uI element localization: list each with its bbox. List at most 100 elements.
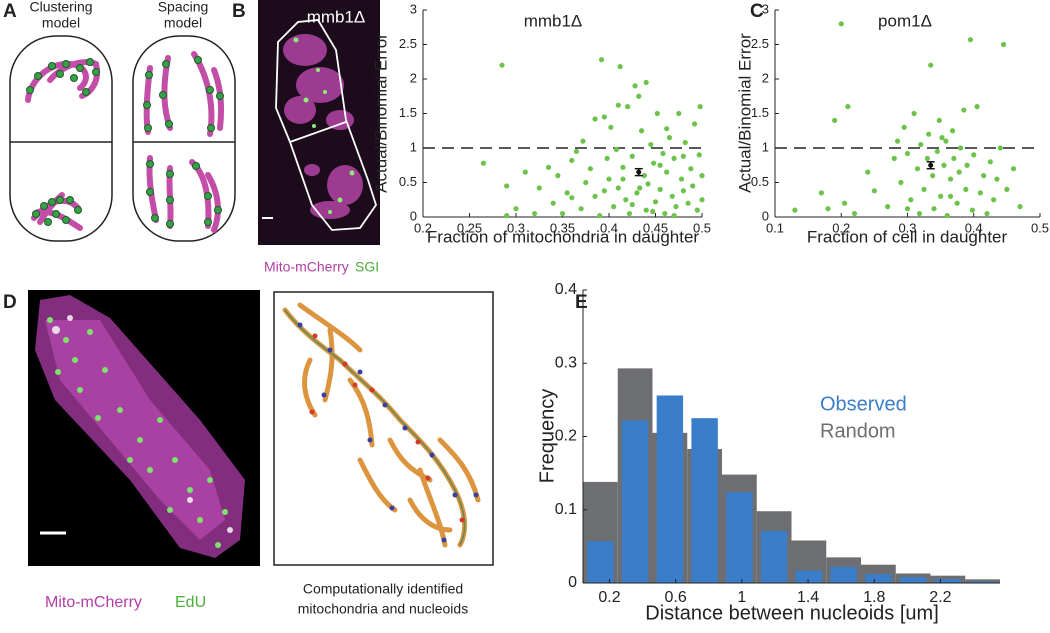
bar <box>969 581 996 583</box>
point <box>977 190 983 196</box>
y-tick-label: 2.5 <box>751 36 769 51</box>
point <box>957 145 964 151</box>
x-tick-label: 0.2 <box>832 220 850 235</box>
point <box>573 148 580 155</box>
legend-entry: Random <box>820 420 896 442</box>
point <box>904 150 911 157</box>
point <box>480 160 487 166</box>
point <box>838 21 844 27</box>
point <box>569 157 575 164</box>
y-axis-label: Frequency <box>536 389 558 484</box>
micrograph: mmb1Δ Mito-mCherry SGI <box>258 0 380 275</box>
point <box>997 145 1003 151</box>
x-axis-label: Distance between nucleoids [um] <box>645 602 939 624</box>
point <box>1017 204 1023 210</box>
point <box>1000 41 1007 48</box>
point <box>696 152 702 158</box>
point <box>606 176 612 182</box>
point <box>652 199 659 205</box>
y-tick-label: 3 <box>410 1 417 16</box>
bar <box>965 579 1000 583</box>
point <box>928 62 934 68</box>
point <box>637 185 643 191</box>
point <box>615 102 621 108</box>
point <box>601 188 607 194</box>
point <box>676 110 682 117</box>
point <box>657 186 663 192</box>
model-diagram: Clustering model Spacing model <box>9 0 236 242</box>
point <box>671 213 677 219</box>
point <box>682 139 688 146</box>
model-title: Clustering <box>29 0 92 15</box>
y-tick-label: 0 <box>410 208 417 223</box>
point <box>620 176 626 182</box>
point <box>651 160 657 166</box>
point <box>914 166 921 172</box>
panel-label: E <box>575 292 588 313</box>
x-tick-label: 2.2 <box>929 589 951 606</box>
y-axis-label: Actual/Binomial Error <box>735 33 754 193</box>
stain-label: EdU <box>175 594 206 611</box>
y-tick-label: 0 <box>568 574 577 591</box>
point <box>648 141 654 148</box>
point <box>569 195 575 201</box>
point <box>583 179 589 186</box>
point <box>536 185 542 191</box>
reconstruction: Computationally identified mitochondria … <box>273 291 494 617</box>
x-tick-label: 0.25 <box>457 220 482 235</box>
point <box>666 135 673 141</box>
point <box>904 206 911 212</box>
point <box>611 204 617 210</box>
y-tick-label: 0.3 <box>555 354 577 371</box>
y-tick-label: 0.5 <box>751 174 769 189</box>
point <box>688 166 694 172</box>
point <box>930 173 936 179</box>
point <box>580 138 586 144</box>
point <box>504 213 510 219</box>
point <box>967 37 974 43</box>
point <box>643 207 649 213</box>
point <box>613 146 620 152</box>
point <box>885 204 891 210</box>
point <box>638 128 645 134</box>
stain-label: Mito-mCherry <box>264 259 349 275</box>
point <box>592 193 598 199</box>
point <box>657 162 663 168</box>
point <box>587 166 594 172</box>
point <box>662 210 668 217</box>
point <box>947 176 954 182</box>
point <box>597 213 603 219</box>
y-tick-label: 2.5 <box>399 36 417 51</box>
point <box>825 206 831 212</box>
x-tick-label: 0.3 <box>898 220 916 235</box>
caption: Computationally identified <box>303 581 463 597</box>
x-tick-label: 0.35 <box>550 220 575 235</box>
x-tick-label: 0.5 <box>1031 220 1049 235</box>
point <box>669 193 675 199</box>
x-tick-label: 0.4 <box>965 220 983 235</box>
point <box>832 117 838 123</box>
point <box>963 186 969 192</box>
point <box>949 128 956 134</box>
point <box>678 176 685 182</box>
point <box>984 210 990 217</box>
point <box>871 188 877 194</box>
bar <box>587 541 614 583</box>
point <box>654 110 660 117</box>
point <box>908 197 914 203</box>
point <box>818 190 824 196</box>
point <box>898 179 904 186</box>
point <box>1010 166 1017 172</box>
point <box>894 138 901 144</box>
point <box>608 124 614 130</box>
point <box>918 141 924 148</box>
point <box>629 153 635 159</box>
point <box>891 155 897 161</box>
point <box>994 176 1000 182</box>
point <box>623 197 629 203</box>
point <box>629 201 635 208</box>
point <box>974 104 980 110</box>
y-tick-label: 0.5 <box>399 174 417 189</box>
point <box>865 169 871 175</box>
